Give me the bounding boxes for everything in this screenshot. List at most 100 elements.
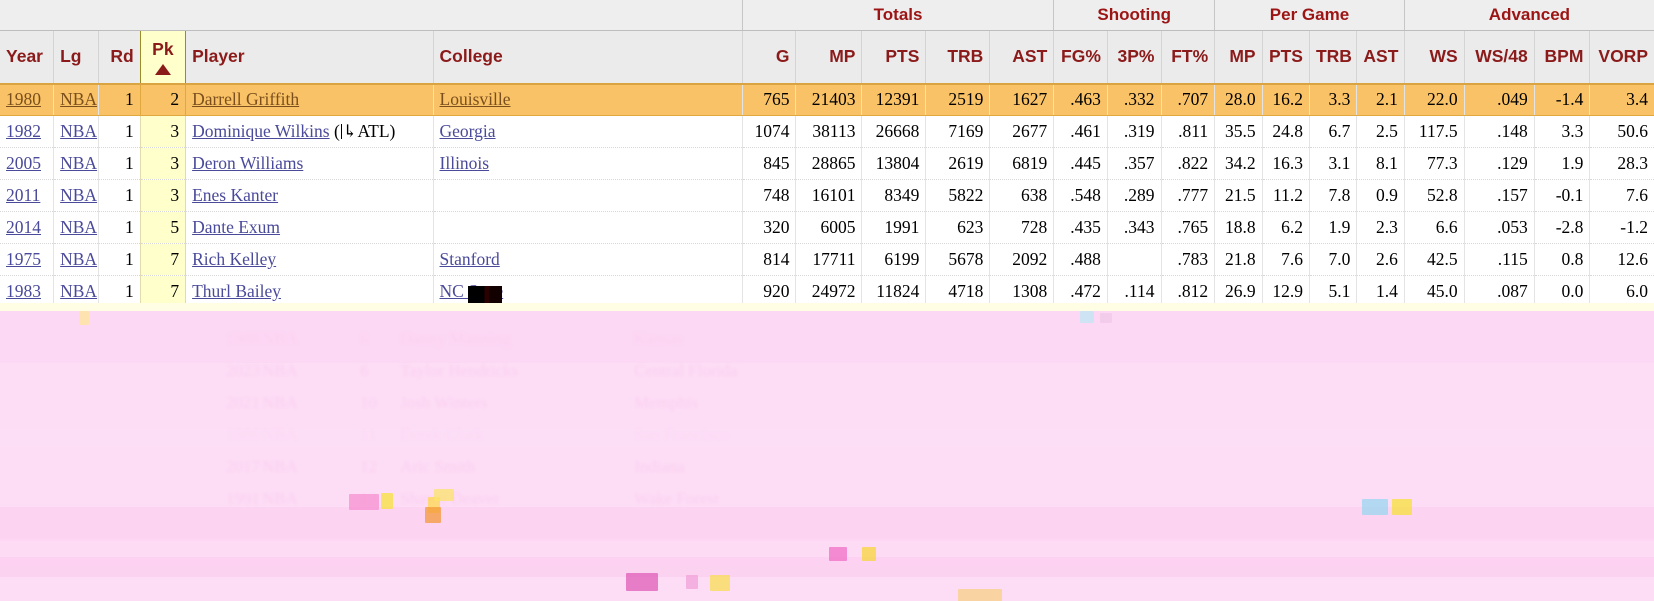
table-row[interactable]: 1982 NBA 1 3 Dominique Wilkins (↳ATL) Georgia… — [0, 115, 1654, 148]
link-player[interactable]: Thurl Bailey — [192, 281, 281, 301]
faded-row-text: 10 — [360, 393, 377, 412]
col-3p-pct[interactable]: 3P% — [1106, 30, 1161, 85]
cell-mp-total: 17711 — [795, 243, 862, 276]
cell-college — [432, 179, 743, 212]
faded-band — [0, 539, 1654, 565]
cell-mp-pg: 35.5 — [1214, 115, 1263, 148]
link-year[interactable]: 1983 — [6, 281, 41, 301]
link-year[interactable]: 1982 — [6, 121, 41, 141]
col-player[interactable]: Player — [185, 30, 434, 85]
cell-lg: NBA — [53, 83, 99, 116]
link-college[interactable]: Stanford — [439, 249, 500, 269]
table-row[interactable]: 2005 NBA 1 3 Deron Williams Illinois 845 28865 1… — [0, 147, 1654, 180]
cell-ast-pg: 2.5 — [1356, 115, 1405, 148]
link-college[interactable]: Illinois — [439, 153, 490, 173]
cell-college: Illinois — [432, 147, 743, 180]
cell-rd: 1 — [98, 179, 141, 212]
link-player[interactable]: Rich Kelley — [192, 249, 277, 269]
cell-ws48: .115 — [1463, 243, 1535, 276]
cell-ws: 117.5 — [1403, 115, 1465, 148]
col-ast-total[interactable]: AST — [989, 30, 1054, 85]
sort-ascending-icon — [154, 63, 171, 75]
column-header-row: Year Lg Rd Pk Player College G MP PTS TR… — [0, 30, 1654, 85]
link-lg[interactable]: NBA — [60, 217, 98, 237]
link-year[interactable]: 1975 — [6, 249, 41, 269]
cell-rd: 1 — [98, 275, 141, 308]
link-college[interactable]: Georgia — [439, 121, 496, 141]
faded-artifact — [428, 497, 440, 513]
cell-tp-pct: .114 — [1106, 275, 1161, 308]
link-player[interactable]: Dante Exum — [192, 217, 281, 237]
cell-trb-total: 4718 — [925, 275, 990, 308]
link-lg[interactable]: NBA — [60, 121, 98, 141]
link-year[interactable]: 2014 — [6, 217, 41, 237]
col-rd[interactable]: Rd — [98, 30, 141, 85]
link-player[interactable]: Deron Williams — [192, 153, 304, 173]
col-mp-total[interactable]: MP — [795, 30, 862, 85]
link-player[interactable]: Darrell Griffith — [192, 89, 300, 110]
table-row[interactable]: 1980 NBA 1 2 Darrell Griffith Louisville 765 21… — [0, 83, 1654, 116]
faded-row-text: NBA — [262, 361, 298, 380]
link-lg[interactable]: NBA — [60, 89, 98, 110]
link-player[interactable]: Enes Kanter — [192, 185, 279, 205]
cell-lg: NBA — [53, 115, 99, 148]
table-row[interactable]: 2014 NBA 1 5 Dante Exum 320 6005 1991 623 728.435… — [0, 211, 1654, 244]
col-college[interactable]: College — [432, 30, 743, 85]
col-trb-total[interactable]: TRB — [925, 30, 990, 85]
table-row[interactable]: 1975 NBA 1 7 Rich Kelley Stanford 814 17711 6199… — [0, 243, 1654, 276]
link-year[interactable]: 2005 — [6, 153, 41, 173]
link-year[interactable]: 1980 — [6, 89, 41, 110]
col-lg[interactable]: Lg — [53, 30, 99, 85]
cell-bpm: 1.9 — [1533, 147, 1590, 180]
cell-g: 320 — [741, 211, 796, 244]
cell-ws48: .129 — [1463, 147, 1535, 180]
cell-trb-pg: 5.1 — [1308, 275, 1357, 308]
link-player[interactable]: Dominique Wilkins — [192, 121, 330, 141]
faded-row-text: Kansas — [634, 329, 684, 348]
col-mp-pg[interactable]: MP — [1214, 30, 1263, 85]
cell-vorp: 28.3 — [1589, 147, 1654, 180]
cell-fg-pct: .461 — [1053, 115, 1108, 148]
col-vorp[interactable]: VORP — [1589, 30, 1654, 85]
col-ws48[interactable]: WS/48 — [1463, 30, 1535, 85]
cell-ft-pct: .811 — [1160, 115, 1215, 148]
table-head: Totals Shooting Per Game Advanced Year L… — [0, 0, 1654, 85]
cell-mp-pg: 18.8 — [1214, 211, 1263, 244]
cell-mp-pg: 21.5 — [1214, 179, 1263, 212]
cell-pk: 7 — [139, 243, 187, 276]
link-lg[interactable]: NBA — [60, 281, 98, 301]
cell-ft-pct: .822 — [1160, 147, 1215, 180]
cell-tp-pct: .332 — [1106, 83, 1161, 116]
link-lg[interactable]: NBA — [60, 249, 98, 269]
col-pts-pg[interactable]: PTS — [1261, 30, 1310, 85]
col-fg-pct[interactable]: FG% — [1053, 30, 1108, 85]
link-lg[interactable]: NBA — [60, 153, 98, 173]
cell-rd: 1 — [98, 147, 141, 180]
col-g[interactable]: G — [741, 30, 796, 85]
cell-vorp: -1.2 — [1589, 211, 1654, 244]
link-year[interactable]: 2011 — [6, 185, 41, 205]
col-year[interactable]: Year — [0, 30, 54, 85]
cell-trb-total: 623 — [925, 211, 990, 244]
faded-row-text: Memphis — [634, 393, 699, 412]
draft-stats-table-container: Totals Shooting Per Game Advanced Year L… — [0, 0, 1654, 308]
col-bpm[interactable]: BPM — [1533, 30, 1590, 85]
faded-row-text: 1991 — [226, 489, 260, 508]
group-shooting: Shooting — [1053, 0, 1215, 31]
cell-college: Stanford — [432, 243, 743, 276]
col-trb-pg[interactable]: TRB — [1308, 30, 1357, 85]
table-row[interactable]: 2011 NBA 1 3 Enes Kanter 748 16101 8349 5822 638.… — [0, 179, 1654, 212]
cell-ast-pg: 2.1 — [1356, 83, 1405, 116]
cell-tp-pct — [1106, 243, 1161, 276]
player-team-suffix: (↳ATL) — [329, 121, 396, 141]
link-lg[interactable]: NBA — [60, 185, 98, 205]
col-ft-pct[interactable]: FT% — [1160, 30, 1215, 85]
col-ast-pg[interactable]: AST — [1356, 30, 1405, 85]
cell-trb-pg: 1.9 — [1308, 211, 1357, 244]
col-pts-total[interactable]: PTS — [861, 30, 926, 85]
row-clip-strip — [0, 303, 1654, 312]
link-college[interactable]: Louisville — [439, 89, 511, 110]
col-pk[interactable]: Pk — [139, 30, 187, 85]
col-ws[interactable]: WS — [1403, 30, 1465, 85]
